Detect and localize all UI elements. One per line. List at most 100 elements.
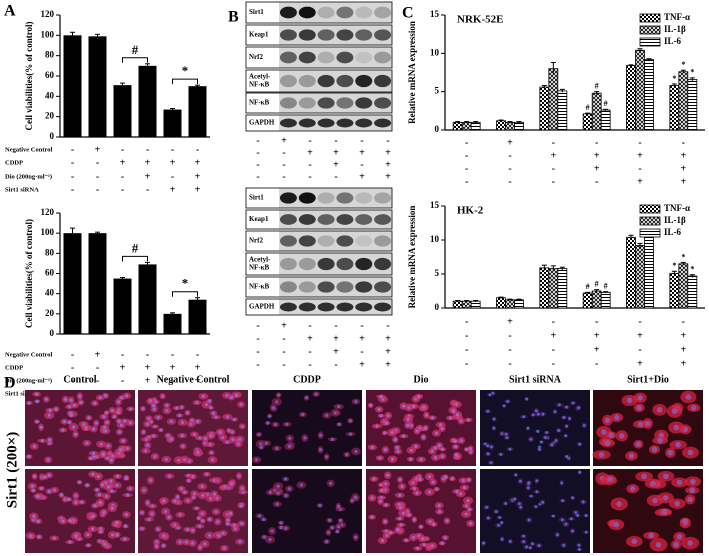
nucleus [91, 472, 95, 476]
bar [687, 79, 698, 131]
nucleus [336, 504, 341, 508]
condition-sign: - [121, 144, 124, 155]
annotation: * [672, 261, 676, 270]
condition-sign: + [170, 362, 176, 373]
nucleus [225, 393, 229, 397]
nucleus [412, 518, 416, 522]
nucleus [102, 415, 106, 419]
blot-band [279, 97, 297, 109]
nucleus [175, 406, 179, 410]
band-label: Keap1 [249, 31, 269, 39]
nucleus [390, 430, 394, 435]
nucleus [125, 394, 129, 398]
nucleus [432, 522, 436, 526]
column-header: Control [63, 374, 96, 385]
condition-sign: + [145, 375, 151, 386]
blot-band [298, 281, 316, 293]
nucleus [658, 432, 665, 439]
blot-sign: - [256, 320, 259, 331]
blot-band [298, 74, 316, 88]
nucleus [500, 521, 504, 525]
nucleus [93, 401, 97, 405]
nucleus [124, 513, 129, 517]
condition-sign: - [465, 344, 468, 355]
condition-sign: - [96, 375, 99, 386]
column-header: Sirt1+Dio [627, 374, 669, 385]
nucleus [52, 536, 57, 540]
nucleus [120, 396, 124, 400]
nucleus [262, 535, 266, 539]
nucleus [314, 392, 318, 396]
condition-name: Dio (200ng·ml⁻¹) [5, 377, 52, 384]
nucleus [636, 404, 642, 411]
nucleus [404, 538, 408, 542]
bar [505, 121, 515, 131]
nucleus [607, 476, 614, 482]
blot-band [355, 235, 373, 247]
nucleus [576, 514, 580, 517]
band-label: Sirt1 [249, 8, 264, 16]
blot-band [298, 192, 316, 204]
nucleus [236, 442, 240, 446]
blot-band [279, 29, 297, 41]
nucleus [428, 474, 432, 479]
panel-label: D [4, 375, 16, 392]
blot-sign: + [385, 333, 391, 344]
nucleus [100, 483, 105, 487]
nucleus [126, 493, 130, 497]
nucleus [237, 474, 241, 478]
nucleus [61, 428, 65, 432]
blot-band [298, 51, 316, 64]
condition-sign: - [508, 344, 511, 355]
bar [669, 272, 680, 309]
blot-band [279, 118, 297, 128]
nucleus [216, 520, 220, 524]
bar [600, 291, 611, 309]
row-label: Sirt1 (200×) [4, 432, 20, 508]
blot-sign: - [256, 135, 259, 146]
nucleus [221, 436, 225, 440]
legend-swatch [639, 228, 661, 238]
blot-band [298, 257, 316, 271]
blot-sign: + [385, 159, 391, 170]
band-label: Keap1 [249, 215, 269, 223]
nucleus [565, 405, 568, 409]
blot-band [336, 281, 354, 293]
condition-sign: - [121, 349, 124, 360]
legend-label: IL-6 [664, 36, 682, 46]
nucleus [383, 448, 388, 452]
nucleus [232, 417, 237, 422]
nucleus [454, 453, 458, 457]
nucleus [209, 434, 213, 438]
bar [452, 300, 463, 309]
legend-label: IL-6 [664, 227, 682, 237]
nucleus [506, 400, 510, 403]
condition-sign: + [507, 137, 513, 148]
bar [470, 300, 481, 309]
nucleus [180, 433, 184, 438]
condition-sign: - [508, 150, 511, 161]
legend-swatch [639, 37, 661, 47]
nucleus [526, 486, 530, 490]
condition-sign: + [95, 144, 101, 155]
condition-sign: - [121, 184, 124, 195]
nucleus [153, 454, 157, 458]
nucleus [231, 437, 235, 442]
nucleus [550, 443, 554, 447]
nucleus [63, 397, 68, 401]
nucleus [601, 429, 607, 435]
blot-band [336, 257, 354, 271]
blot-band [374, 302, 392, 312]
blot-band [298, 6, 316, 19]
nucleus [99, 530, 103, 534]
bar [63, 233, 82, 334]
nucleus [275, 502, 279, 506]
nucleus [406, 423, 410, 427]
blot-band [374, 97, 392, 109]
condition-sign: + [195, 184, 201, 195]
nucleus [69, 413, 73, 417]
nucleus [604, 440, 611, 446]
nucleus [687, 449, 694, 456]
nucleus [650, 480, 656, 487]
nucleus [173, 499, 177, 503]
